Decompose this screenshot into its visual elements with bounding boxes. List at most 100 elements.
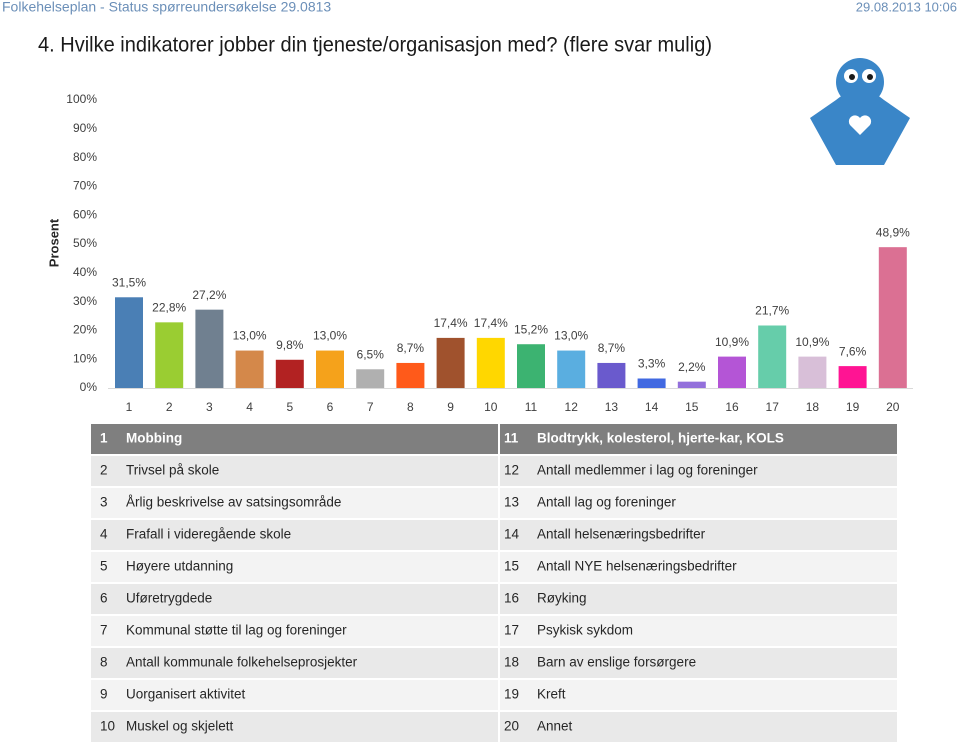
x-tick-label: 12 [565,400,579,414]
x-tick-label: 18 [806,400,820,414]
table-number: 3 [100,495,108,510]
bar [758,325,787,388]
bar [597,362,626,388]
table-cell-bg [91,520,498,550]
table-text: Blodtrykk, kolesterol, hjerte-kar, KOLS [537,431,784,446]
y-tick-label: 60% [73,207,97,221]
table-text: Antall medlemmer i lag og foreninger [537,463,758,478]
table-number: 1 [100,431,108,446]
value-label: 17,4% [474,316,508,330]
table-cell-bg [91,648,498,678]
y-tick-label: 10% [73,351,97,365]
table-cell-bg [91,488,498,518]
table-cell-bg [91,424,498,454]
table-cell-bg [500,680,897,710]
value-label: 13,0% [233,329,267,343]
y-tick-label: 50% [73,236,97,250]
x-tick-label: 6 [327,400,334,414]
mascot [810,58,910,165]
table-cell-bg [91,456,498,486]
table-text: Uføretrygdede [126,591,212,606]
table-number: 11 [504,431,519,446]
table-number: 19 [504,687,519,702]
value-label: 13,0% [313,329,347,343]
bar [476,337,505,388]
table-number: 15 [504,559,519,574]
value-label: 8,7% [598,341,626,355]
table-text: Trivsel på skole [126,463,219,478]
table-cell-bg [500,712,897,742]
table-cell-bg [91,552,498,582]
table-number: 9 [100,687,108,702]
table-text: Barn av enslige forsørgere [537,655,696,670]
value-label: 9,8% [276,338,304,352]
x-tick-label: 4 [246,400,253,414]
legend-table: 1 Mobbing 11 Blodtrykk, kolesterol, hjerte-… [91,424,897,742]
table-cell-bg [91,712,498,742]
table-cell-bg [500,648,897,678]
bar [637,378,666,388]
table-text: Antall lag og foreninger [537,495,676,510]
y-tick-label: 80% [73,150,97,164]
table-number: 13 [504,495,519,510]
table-text: Høyere utdanning [126,559,233,574]
bar [155,322,184,388]
x-tick-label: 19 [846,400,860,414]
table-cell-bg [500,552,897,582]
x-tick-label: 14 [645,400,659,414]
bar [798,356,827,388]
bar [396,362,425,388]
table-cell-bg [91,584,498,614]
table-text: Psykisk sykdom [537,623,633,638]
table-text: Røyking [537,591,587,606]
table-number: 14 [504,527,520,542]
table-text: Uorganisert aktivitet [126,687,246,702]
y-axis-label: Prosent [46,218,61,267]
y-tick-label: 100% [66,92,97,106]
table-number: 12 [504,463,519,478]
table-number: 5 [100,559,108,574]
x-tick-label: 20 [886,400,900,414]
chart-title: 4. Hvilke indikatorer jobber din tjenest… [38,34,712,57]
header-right: 29.08.2013 10:06 [856,0,957,14]
bar [275,359,304,388]
x-tick-label: 16 [725,400,739,414]
table-cell-bg [500,488,897,518]
bar [195,309,224,388]
value-label: 13,0% [554,329,588,343]
table-cell-bg [500,616,897,646]
bar [356,369,385,388]
bar [878,247,907,388]
value-label: 48,9% [876,225,910,239]
bar [557,350,586,388]
x-tick-label: 2 [166,400,173,414]
table-text: Årlig beskrivelse av satsingsområde [126,495,341,510]
value-label: 2,2% [678,360,706,374]
value-label: 31,5% [112,275,146,289]
table-number: 16 [504,591,519,606]
table-text: Kommunal støtte til lag og foreninger [126,623,347,638]
y-tick-label: 40% [73,265,97,279]
table-cell-bg [500,584,897,614]
value-label: 27,2% [192,288,226,302]
table-text: Antall helsenæringsbedrifter [537,527,706,542]
value-label: 3,3% [638,357,666,371]
table-number: 18 [504,655,519,670]
x-tick-label: 17 [766,400,780,414]
table-text: Frafall i videregående skole [126,527,291,542]
value-label: 15,2% [514,322,548,336]
x-tick-label: 13 [605,400,619,414]
table-text: Antall kommunale folkehelseprosjekter [126,655,358,670]
x-tick-label: 10 [484,400,498,414]
table-number: 17 [504,623,519,638]
bar [316,350,344,388]
table-cell-bg [500,456,897,486]
x-tick-label: 5 [286,400,293,414]
table-number: 7 [100,623,108,638]
table-text: Kreft [537,687,566,702]
table-text: Antall NYE helsenæringsbedrifter [537,559,737,574]
value-label: 17,4% [434,316,468,330]
x-tick-label: 8 [407,400,414,414]
table-cell-bg [91,680,498,710]
